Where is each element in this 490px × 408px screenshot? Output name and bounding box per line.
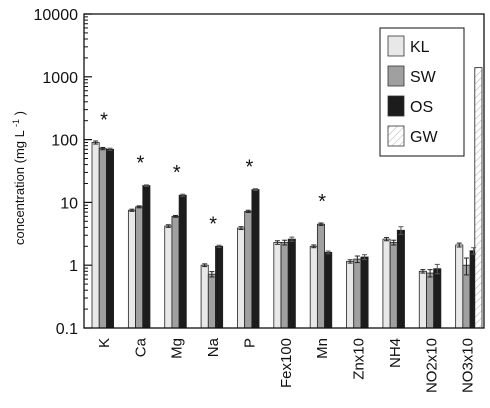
legend-label-gw: GW [410, 129, 438, 146]
bar-sw-ca [135, 206, 144, 329]
bar-os-k [106, 148, 115, 329]
plot-frame [83, 13, 485, 329]
y-axis-label-superscript: -1 [11, 119, 21, 127]
x-tick-label: Mn [314, 338, 331, 359]
bar-os-mn [324, 251, 333, 329]
x-tick-label: Mg [169, 338, 186, 359]
legend-label-sw: SW [410, 69, 437, 86]
bar-os-ca [142, 185, 151, 329]
x-tick-label: Znx10 [351, 338, 368, 380]
bar-kl-na [200, 264, 209, 329]
y-axis-label-suffix: ) [12, 111, 27, 115]
significance-marker: * [209, 213, 217, 235]
significance-marker: * [173, 162, 181, 184]
y-tick-label: 10 [60, 195, 78, 212]
y-tick-label: 10000 [34, 7, 79, 24]
bar-kl-fex100 [273, 242, 282, 329]
bar-sw-p [244, 210, 253, 329]
legend-swatch-os [387, 95, 405, 117]
x-tick-label: Fex100 [278, 338, 295, 388]
bar-os-mg [178, 194, 187, 329]
bar-sw-fex100 [280, 242, 289, 329]
y-tick-label: 100 [51, 133, 78, 150]
bar-kl-mg [164, 225, 173, 329]
y-axis-label: concentration (mg L -1 ) [7, 111, 27, 245]
significance-marker: * [100, 109, 108, 131]
x-tick-label: NO3x10 [460, 338, 477, 393]
bar-kl-znx10 [346, 260, 355, 329]
bar-os-nh4 [396, 229, 405, 329]
bar-sw-znx10 [353, 258, 362, 329]
bar-sw-mn [316, 223, 325, 329]
bar-gw-no3x10 [474, 67, 483, 329]
bar-kl-k [91, 142, 100, 329]
bar-kl-mn [309, 245, 318, 329]
bar-os-na [215, 245, 224, 329]
y-tick-label: 0.1 [56, 321, 78, 338]
bar-sw-no2x10 [426, 272, 435, 329]
bar-kl-no3x10 [455, 244, 464, 329]
bar-kl-no2x10 [418, 270, 427, 329]
bar-sw-k [98, 148, 107, 329]
bar-os-no2x10 [433, 268, 442, 329]
legend-label-kl: KL [410, 39, 430, 56]
bar-os-znx10 [360, 256, 369, 329]
legend-label-os: OS [410, 99, 433, 116]
x-tick-label: Ca [132, 337, 149, 357]
legend-swatch-sw [387, 65, 405, 87]
bar-sw-na [207, 273, 216, 329]
y-tick-label: 1000 [42, 70, 78, 87]
legend-swatch-kl [387, 35, 405, 57]
x-tick-label: Na [205, 337, 222, 357]
bar-kl-p [237, 227, 246, 329]
legend: KL SW OS GW [379, 27, 465, 157]
y-tick-label: 1 [69, 258, 78, 275]
bar-kl-nh4 [382, 238, 391, 329]
bar-os-fex100 [287, 238, 296, 329]
significance-marker: * [136, 153, 144, 175]
bar-os-p [251, 189, 260, 329]
legend-swatch-gw [387, 125, 405, 147]
bar-kl-ca [127, 209, 136, 329]
x-tick-label: NO2x10 [423, 338, 440, 393]
significance-marker: * [246, 157, 254, 179]
x-tick-label: NH4 [387, 338, 404, 368]
significance-marker: * [318, 191, 326, 213]
y-axis-label-text: concentration (mg L [12, 130, 27, 245]
x-tick-label: K [96, 338, 113, 348]
bar-sw-mg [171, 215, 180, 329]
x-tick-label: P [241, 338, 258, 348]
svg-text:concentration (mg L -1: concentration (mg L -1 ) [7, 111, 27, 245]
bar-sw-nh4 [389, 242, 398, 329]
